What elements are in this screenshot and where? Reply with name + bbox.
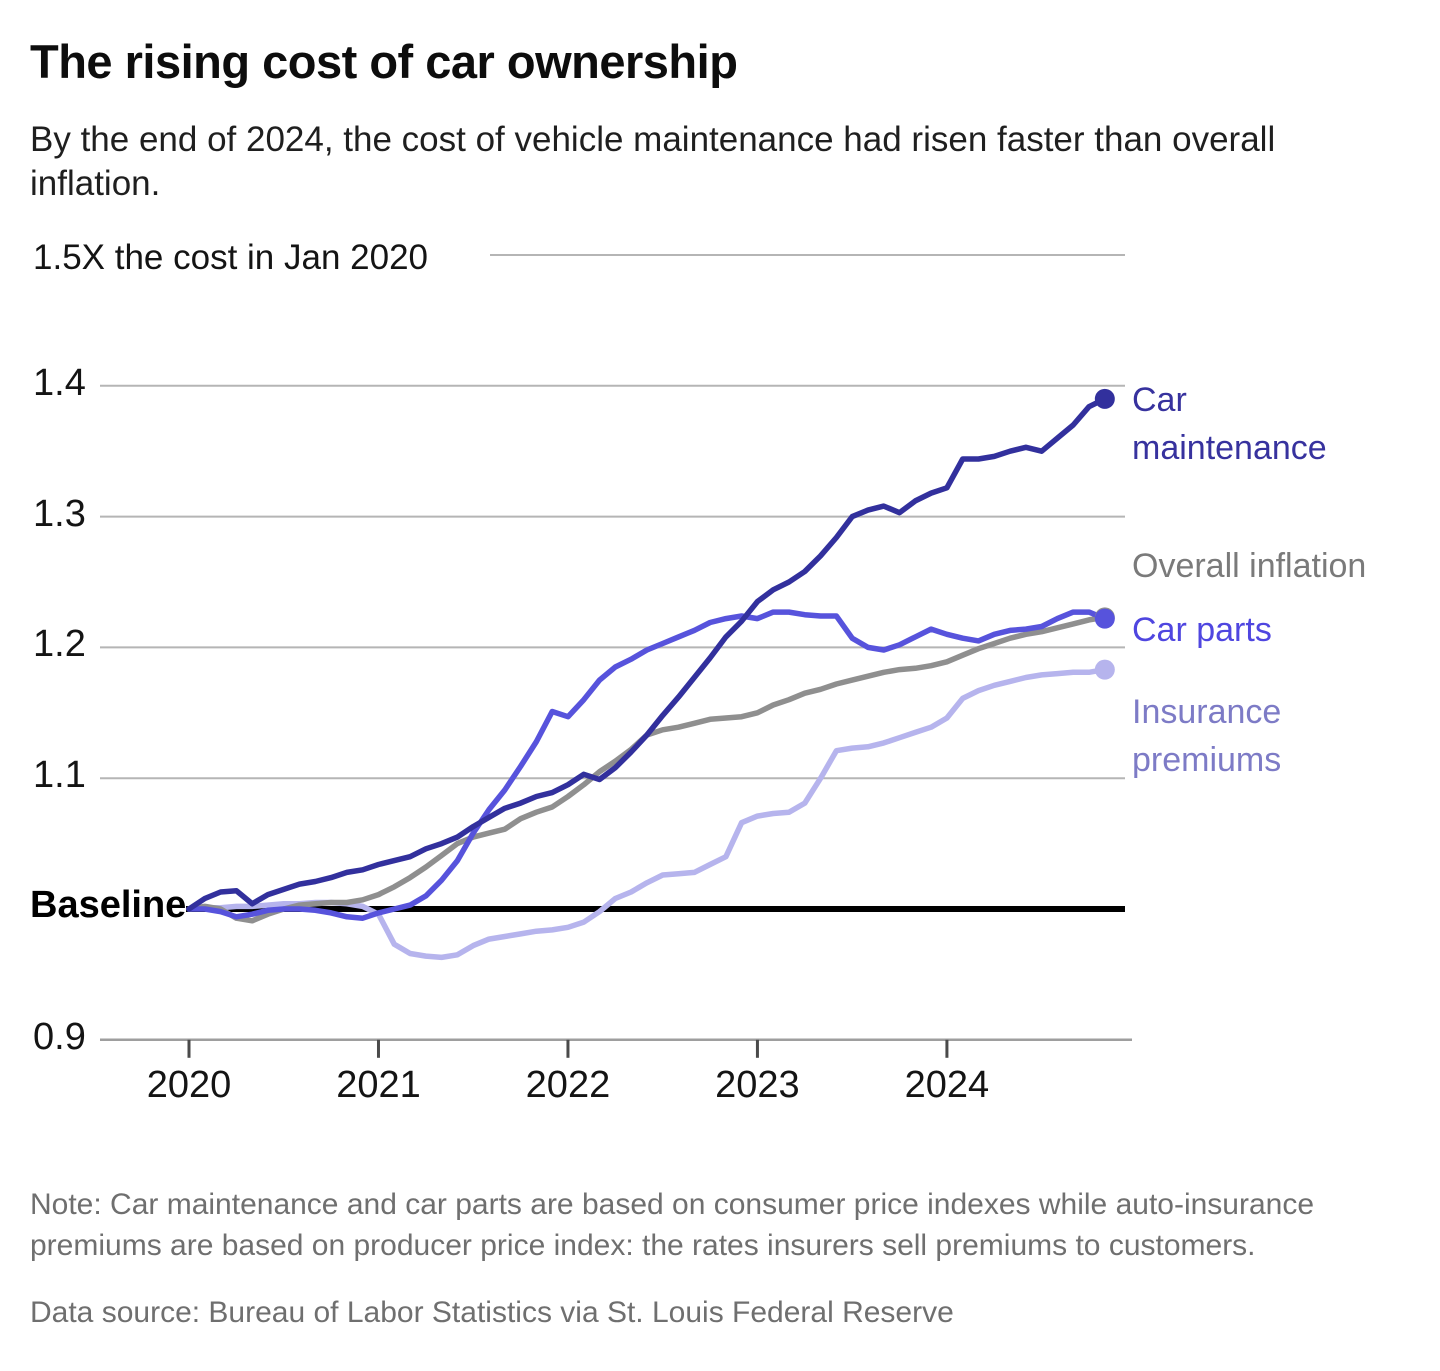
legend-label-insurance: Insurance premiums [1132,693,1282,779]
series-line-inflation [186,614,1108,924]
legend-label-inflation: Overall inflation [1132,547,1367,585]
legend-label-maintenance: Car maintenance [1132,381,1327,467]
y-axis-top-label: 1.5X the cost in Jan 2020 [33,238,428,277]
chart-source: Data source: Bureau of Labor Statistics … [30,1296,954,1329]
x-tick-label-2020: 2020 [146,1064,232,1106]
series-end-dot-maintenance [1094,388,1115,409]
series-line-parts [186,609,1108,921]
x-tick-label-2024: 2024 [904,1064,990,1106]
y-tick-label-1.2: 1.2 [33,623,86,666]
page-title: The rising cost of car ownership [30,35,738,88]
series-end-dot-insurance [1094,659,1115,680]
y-tick-label-1.4: 1.4 [33,361,86,404]
page-subtitle: By the end of 2024, the cost of vehicle … [30,120,1276,203]
legend-label-parts: Car parts [1132,611,1272,649]
x-tick-label-2021: 2021 [336,1064,421,1106]
chart-note: Note: Car maintenance and car parts are … [30,1188,1315,1262]
y-tick-label-1.3: 1.3 [33,492,86,535]
y-tick-label-1.1: 1.1 [33,754,86,797]
x-tick-label-2022: 2022 [525,1064,611,1106]
y-tick-label-0.9: 0.9 [33,1015,86,1058]
x-tick-label-2023: 2023 [715,1064,800,1106]
baseline-label: Baseline [30,884,187,926]
series-line-maintenance [186,396,1108,912]
series-end-dot-parts [1094,608,1115,629]
